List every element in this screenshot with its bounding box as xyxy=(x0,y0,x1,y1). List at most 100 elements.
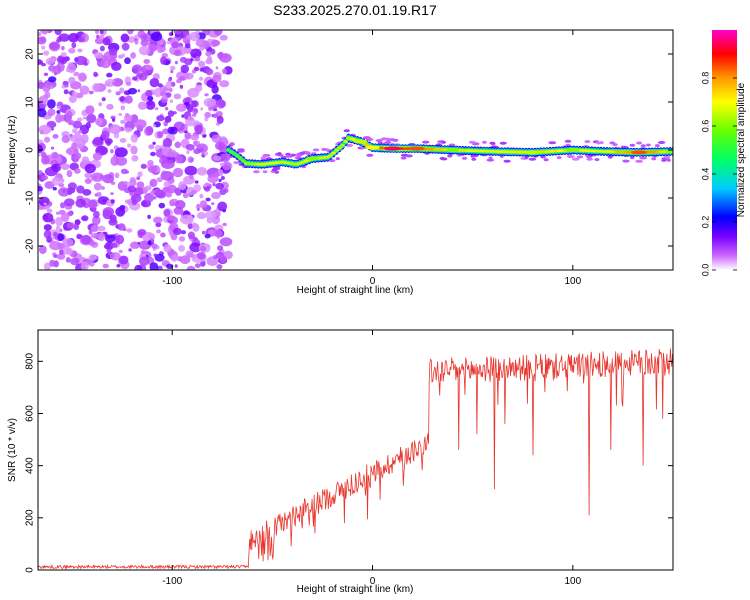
noise-speckle xyxy=(196,251,206,260)
noise-speckle xyxy=(120,119,126,124)
snr-y-ticks: 0 200 400 600 800 xyxy=(25,353,673,573)
noise-speckle xyxy=(193,148,201,155)
noise-speckle xyxy=(75,198,86,208)
track-cell xyxy=(337,146,342,150)
noise-speckle xyxy=(85,122,92,129)
noise-speckle xyxy=(55,211,60,215)
track-halo xyxy=(447,154,453,158)
noise-speckle xyxy=(216,264,223,270)
x-tick-label: 0 xyxy=(370,276,376,287)
noise-speckle xyxy=(83,62,88,66)
noise-speckle xyxy=(127,30,134,35)
noise-speckle xyxy=(110,149,114,154)
noise-speckle xyxy=(69,134,76,142)
noise-speckle xyxy=(150,31,163,42)
noise-speckle xyxy=(112,81,117,86)
noise-speckle xyxy=(124,95,133,104)
noise-speckle xyxy=(48,76,57,83)
noise-speckle xyxy=(108,48,118,56)
noise-speckle xyxy=(76,143,84,150)
track-halo xyxy=(440,140,446,144)
noise-speckle xyxy=(220,176,225,180)
noise-speckle xyxy=(67,190,73,196)
noise-speckle xyxy=(84,172,93,179)
noise-speckle xyxy=(215,66,219,70)
track-halo xyxy=(262,170,268,174)
noise-speckle xyxy=(162,94,167,99)
noise-speckle xyxy=(170,69,174,74)
noise-speckle xyxy=(101,130,110,141)
track-halo xyxy=(422,140,430,144)
noise-speckle xyxy=(102,174,115,184)
track-halo xyxy=(391,138,399,142)
noise-speckle xyxy=(76,233,82,238)
noise-speckle xyxy=(43,262,51,270)
track-halo xyxy=(489,141,496,145)
noise-speckle xyxy=(82,116,87,120)
noise-speckle xyxy=(207,38,214,44)
noise-speckle xyxy=(74,132,82,142)
noise-speckle xyxy=(138,45,151,56)
track-halo xyxy=(343,129,350,133)
noise-speckle xyxy=(102,263,109,269)
spectrogram-x-ticks: -100 0 100 xyxy=(162,30,582,287)
track-halo xyxy=(629,143,636,147)
noise-speckle xyxy=(185,144,195,151)
noise-speckle xyxy=(213,108,218,112)
noise-speckle xyxy=(110,252,121,261)
noise-speckle xyxy=(163,181,170,188)
noise-speckle xyxy=(136,181,145,189)
noise-speckle xyxy=(205,197,211,202)
noise-speckle xyxy=(90,172,104,182)
noise-speckle xyxy=(157,83,163,88)
track-halo xyxy=(233,161,240,165)
noise-speckle xyxy=(160,96,168,104)
noise-speckle xyxy=(105,234,116,243)
noise-speckle xyxy=(38,144,43,154)
track-halo xyxy=(400,156,407,160)
noise-speckle xyxy=(130,193,142,203)
track-halo xyxy=(229,142,235,146)
noise-speckle xyxy=(110,192,114,196)
noise-speckle xyxy=(124,180,128,186)
noise-speckle xyxy=(137,241,141,245)
track-halo xyxy=(277,152,282,156)
noise-speckle xyxy=(134,40,139,45)
noise-speckle xyxy=(140,249,146,255)
noise-speckle xyxy=(156,229,161,234)
noise-speckle xyxy=(59,249,64,255)
track-halo xyxy=(666,158,671,162)
track-cell xyxy=(331,151,336,155)
noise-speckle xyxy=(174,141,182,149)
noise-speckle xyxy=(68,120,75,125)
noise-speckle xyxy=(129,177,136,183)
noise-speckle xyxy=(187,115,193,121)
noise-speckle xyxy=(113,132,120,139)
noise-speckle xyxy=(169,87,173,93)
noise-speckle xyxy=(66,222,76,229)
noise-speckle xyxy=(85,105,95,115)
noise-speckle xyxy=(173,49,182,57)
noise-speckle xyxy=(60,178,65,183)
noise-speckle xyxy=(110,199,115,204)
noise-speckle xyxy=(41,62,46,67)
noise-speckle xyxy=(119,138,127,143)
noise-speckle xyxy=(184,43,191,49)
noise-speckle xyxy=(149,190,156,196)
noise-speckle xyxy=(62,80,69,86)
noise-speckle xyxy=(163,209,171,217)
noise-speckle xyxy=(136,176,141,180)
noise-speckle xyxy=(156,177,163,183)
noise-speckle xyxy=(61,135,70,144)
track-halo xyxy=(481,140,487,144)
noise-speckle xyxy=(60,202,66,209)
noise-speckle xyxy=(63,198,75,207)
track-halo xyxy=(599,141,604,145)
track-cell xyxy=(231,152,237,155)
spectrogram-x-axis-label: Height of straight line (km) xyxy=(297,285,414,296)
colorbar: 0.0 0.2 0.4 0.6 0.8 Normalized spectral ampl… xyxy=(700,30,747,276)
noise-speckle xyxy=(47,99,56,109)
noise-speckle xyxy=(96,191,102,198)
noise-speckle xyxy=(115,234,125,245)
noise-speckle xyxy=(162,187,168,193)
